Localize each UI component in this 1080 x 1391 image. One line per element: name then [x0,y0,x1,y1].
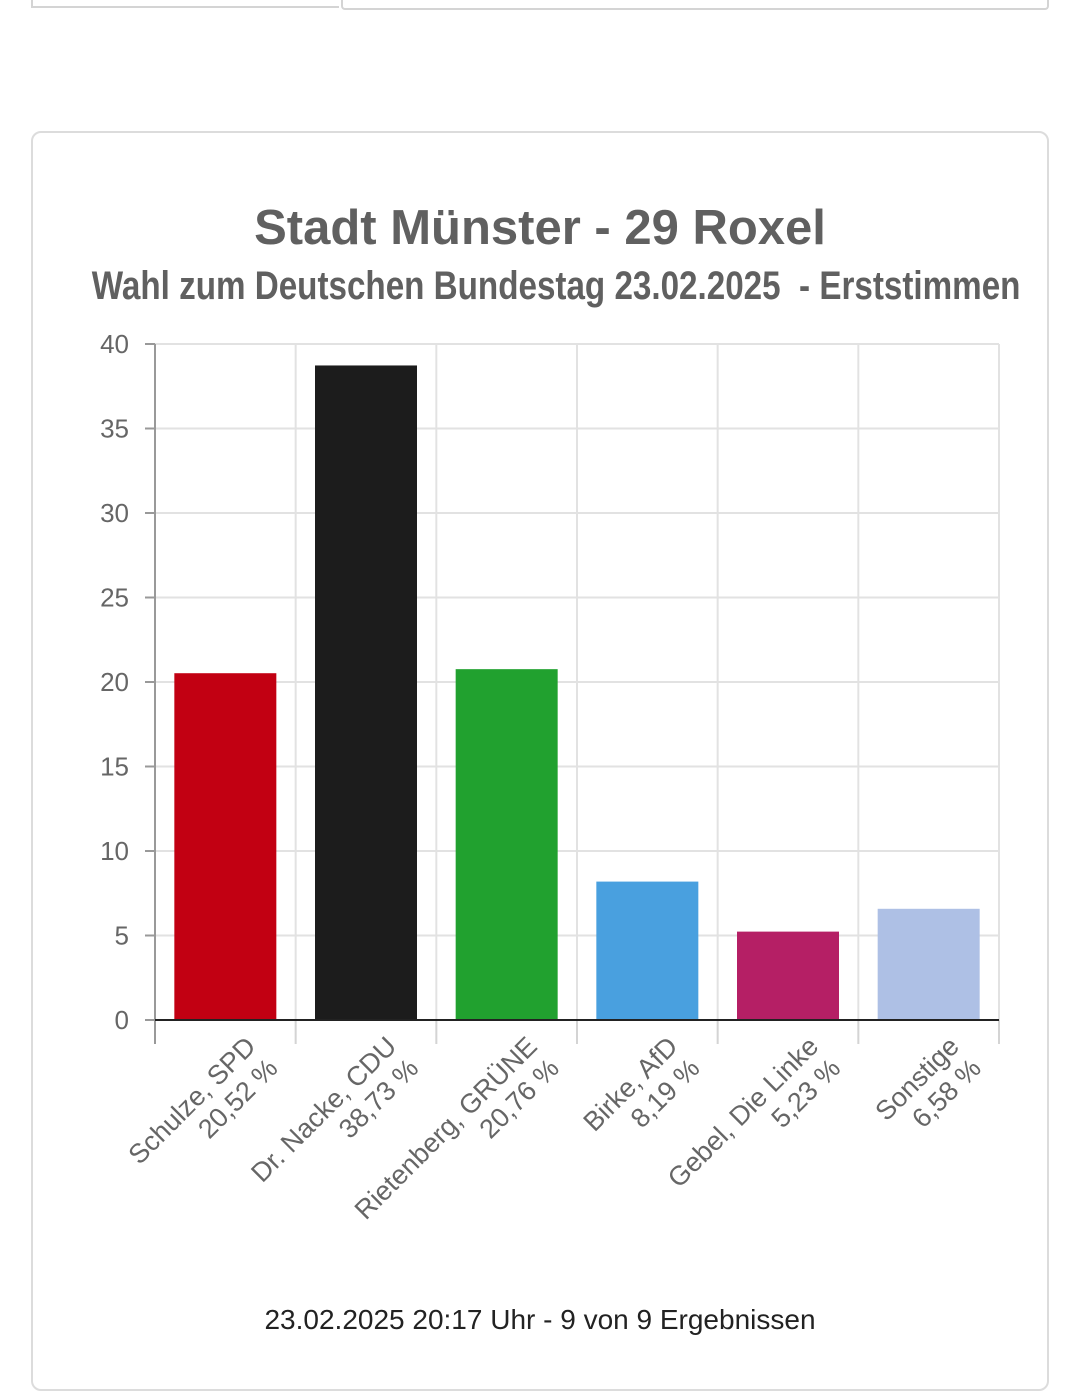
bar [174,673,277,1020]
bar [737,931,839,1020]
y-tick-label: 0 [115,1005,129,1035]
bar [596,881,699,1020]
bar [455,669,558,1020]
chart-title: Stadt Münster - 29 Roxel [254,201,826,255]
chart-subtitle: Wahl zum Deutschen Bundestag 23.02.2025 … [91,264,1021,308]
y-tick-label: 40 [100,329,129,359]
previous-panel-edge [341,0,1049,10]
y-tick-label: 20 [100,667,129,697]
y-tick-label: 25 [100,583,129,613]
x-tick-label: Birke, AfD8,19 % [577,1031,705,1159]
y-tick-label: 15 [100,752,129,782]
results-status: 23.02.2025 20:17 Uhr - 9 von 9 Ergebniss… [264,1304,816,1335]
bar [877,908,980,1020]
bar [315,365,417,1020]
y-tick-label: 35 [100,414,129,444]
previous-panel-edge [31,0,339,8]
y-tick-label: 10 [100,836,129,866]
y-tick-label: 5 [115,921,129,951]
x-tick-label: Sonstige6,58 % [869,1031,986,1148]
y-tick-label: 30 [100,498,129,528]
